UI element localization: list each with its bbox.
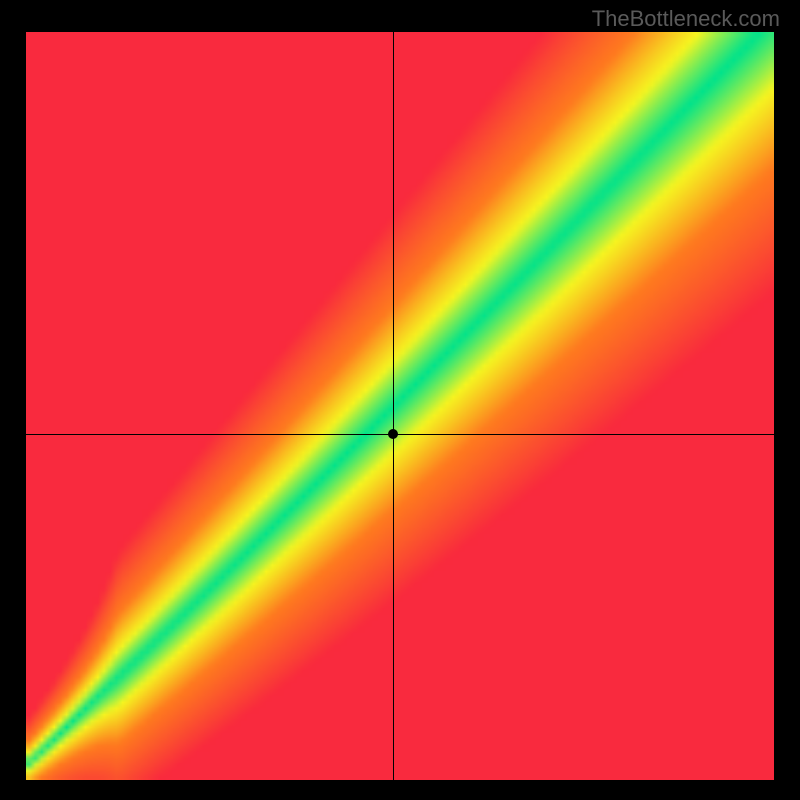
- plot-area: [26, 32, 774, 780]
- crosshair-horizontal: [26, 434, 774, 435]
- crosshair-marker: [388, 429, 398, 439]
- watermark-text: TheBottleneck.com: [592, 6, 780, 32]
- crosshair-vertical: [393, 32, 394, 780]
- heatmap-canvas: [26, 32, 774, 780]
